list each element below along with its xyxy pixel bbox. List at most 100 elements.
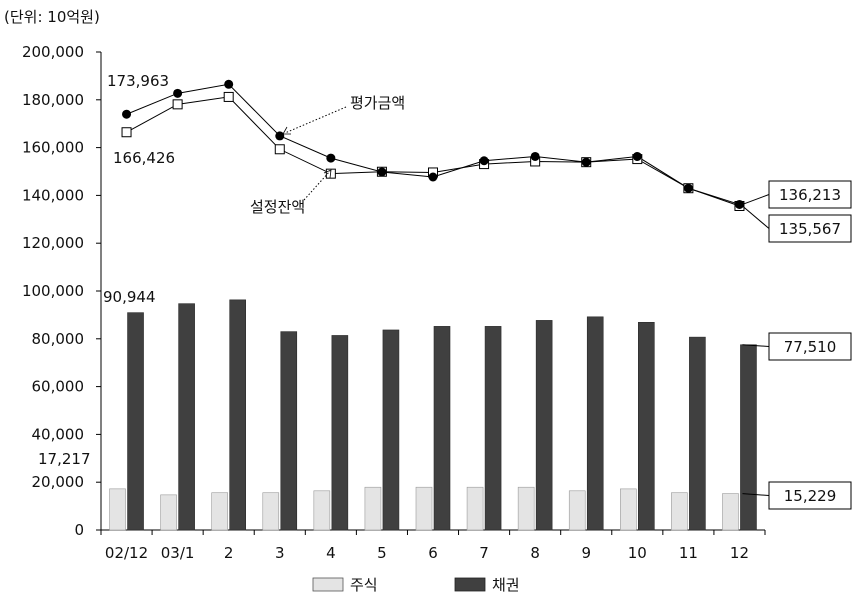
bar-bond bbox=[229, 299, 246, 531]
bar-stock bbox=[160, 494, 177, 531]
setting-last-box bbox=[768, 214, 852, 243]
y-tick-label: 20,000 bbox=[32, 473, 85, 491]
y-tick-label: 140,000 bbox=[22, 186, 84, 204]
x-tick-label: 10 bbox=[628, 544, 647, 562]
marker-setting bbox=[121, 127, 132, 138]
setting-arrowhead bbox=[323, 169, 332, 179]
stock-last-value: 15,229 bbox=[784, 487, 837, 505]
x-tick-label: 12 bbox=[730, 544, 749, 562]
x-tick-label: 5 bbox=[377, 544, 387, 562]
marker-eval bbox=[632, 151, 642, 161]
marker-eval bbox=[173, 88, 183, 98]
bond-last-leader bbox=[742, 344, 770, 347]
bar-stock bbox=[671, 492, 688, 531]
marker-eval bbox=[428, 172, 438, 182]
eval-last-value: 136,213 bbox=[779, 186, 841, 204]
eval-first-value: 173,963 bbox=[107, 72, 169, 90]
y-tick-label: 0 bbox=[74, 521, 84, 539]
stock-last-leader bbox=[742, 493, 770, 496]
unit-note: (단위: 10억원) bbox=[4, 8, 100, 26]
bars bbox=[109, 299, 757, 531]
setting-last-value: 135,567 bbox=[779, 220, 841, 238]
marker-eval bbox=[683, 183, 693, 193]
marker-eval bbox=[224, 79, 234, 89]
bond-last-value: 77,510 bbox=[784, 338, 837, 356]
y-tick-label: 60,000 bbox=[32, 378, 85, 396]
marker-setting bbox=[172, 99, 183, 110]
bar-stock bbox=[568, 490, 586, 531]
bar-bond bbox=[433, 326, 451, 531]
setting-last-leader bbox=[742, 205, 770, 229]
bar-bond bbox=[740, 344, 757, 531]
bar-stock bbox=[722, 493, 739, 531]
x-tick-label: 8 bbox=[530, 544, 540, 562]
y-tick-label: 120,000 bbox=[22, 234, 84, 252]
bar-stock bbox=[415, 486, 433, 531]
marker-eval bbox=[275, 131, 285, 141]
bar-stock bbox=[466, 486, 484, 531]
stock-last-box bbox=[768, 481, 852, 510]
eval-series-label: 평가금액 bbox=[350, 94, 405, 112]
bar-stock bbox=[364, 486, 382, 531]
bar-stock bbox=[109, 488, 126, 531]
y-tick-label: 160,000 bbox=[22, 139, 84, 157]
legend: 주식 채권 bbox=[312, 576, 520, 594]
x-tick-label: 02/12 bbox=[105, 544, 148, 562]
setting-series-label: 설정잔액 bbox=[250, 198, 305, 216]
marker-eval bbox=[581, 157, 591, 167]
bar-stock bbox=[262, 492, 280, 531]
legend-swatch-stock bbox=[312, 577, 344, 592]
eval-arrowhead bbox=[282, 126, 291, 135]
legend-label-bond: 채권 bbox=[492, 576, 520, 594]
legend-label-stock: 주식 bbox=[350, 576, 378, 594]
bar-bond bbox=[586, 316, 604, 531]
line-setting bbox=[126, 96, 740, 207]
x-tick-label: 9 bbox=[581, 544, 591, 562]
stock-first-value: 17,217 bbox=[38, 450, 91, 468]
marker-eval bbox=[530, 151, 540, 161]
y-tick-label: 100,000 bbox=[22, 282, 84, 300]
x-tick-label: 03/1 bbox=[161, 544, 195, 562]
setting-first-value: 166,426 bbox=[113, 149, 175, 167]
bar-stock bbox=[211, 492, 228, 531]
eval-leader bbox=[284, 106, 347, 134]
eval-last-box bbox=[768, 180, 852, 209]
bar-bond bbox=[178, 303, 195, 531]
marker-setting bbox=[274, 144, 285, 155]
x-tick-label: 7 bbox=[479, 544, 489, 562]
bar-bond bbox=[535, 320, 553, 531]
marker-setting bbox=[223, 91, 234, 102]
bar-bond bbox=[484, 326, 502, 531]
bar-stock bbox=[620, 488, 637, 531]
bar-stock bbox=[517, 486, 535, 531]
x-tick-label: 2 bbox=[224, 544, 234, 562]
bar-bond bbox=[280, 331, 298, 531]
line-eval bbox=[126, 83, 740, 205]
marker-eval bbox=[326, 153, 336, 163]
axes: 0 20,000 40,000 60,000 80,000 100,000 120,000 1… bbox=[22, 43, 766, 562]
setting-leader bbox=[303, 170, 331, 201]
marker-eval bbox=[479, 156, 489, 166]
eval-last-leader bbox=[742, 194, 770, 205]
x-tick-label: 6 bbox=[428, 544, 438, 562]
lines bbox=[121, 79, 745, 211]
legend-swatch-bond bbox=[454, 577, 486, 592]
bar-stock bbox=[313, 490, 331, 531]
x-tick-label: 4 bbox=[326, 544, 336, 562]
x-tick-label: 11 bbox=[679, 544, 698, 562]
marker-eval bbox=[122, 109, 132, 119]
marker-eval bbox=[734, 199, 744, 209]
bar-bond bbox=[382, 329, 400, 531]
x-tick-label: 3 bbox=[275, 544, 285, 562]
bond-first-value: 90,944 bbox=[103, 288, 156, 306]
bar-bond bbox=[331, 335, 349, 531]
marker-eval bbox=[377, 167, 387, 177]
y-tick-label: 180,000 bbox=[22, 91, 84, 109]
bar-bond bbox=[127, 312, 144, 531]
bond-last-box bbox=[768, 332, 852, 361]
y-tick-label: 40,000 bbox=[32, 425, 85, 443]
bar-bond bbox=[689, 336, 706, 531]
y-tick-label: 200,000 bbox=[22, 43, 84, 61]
